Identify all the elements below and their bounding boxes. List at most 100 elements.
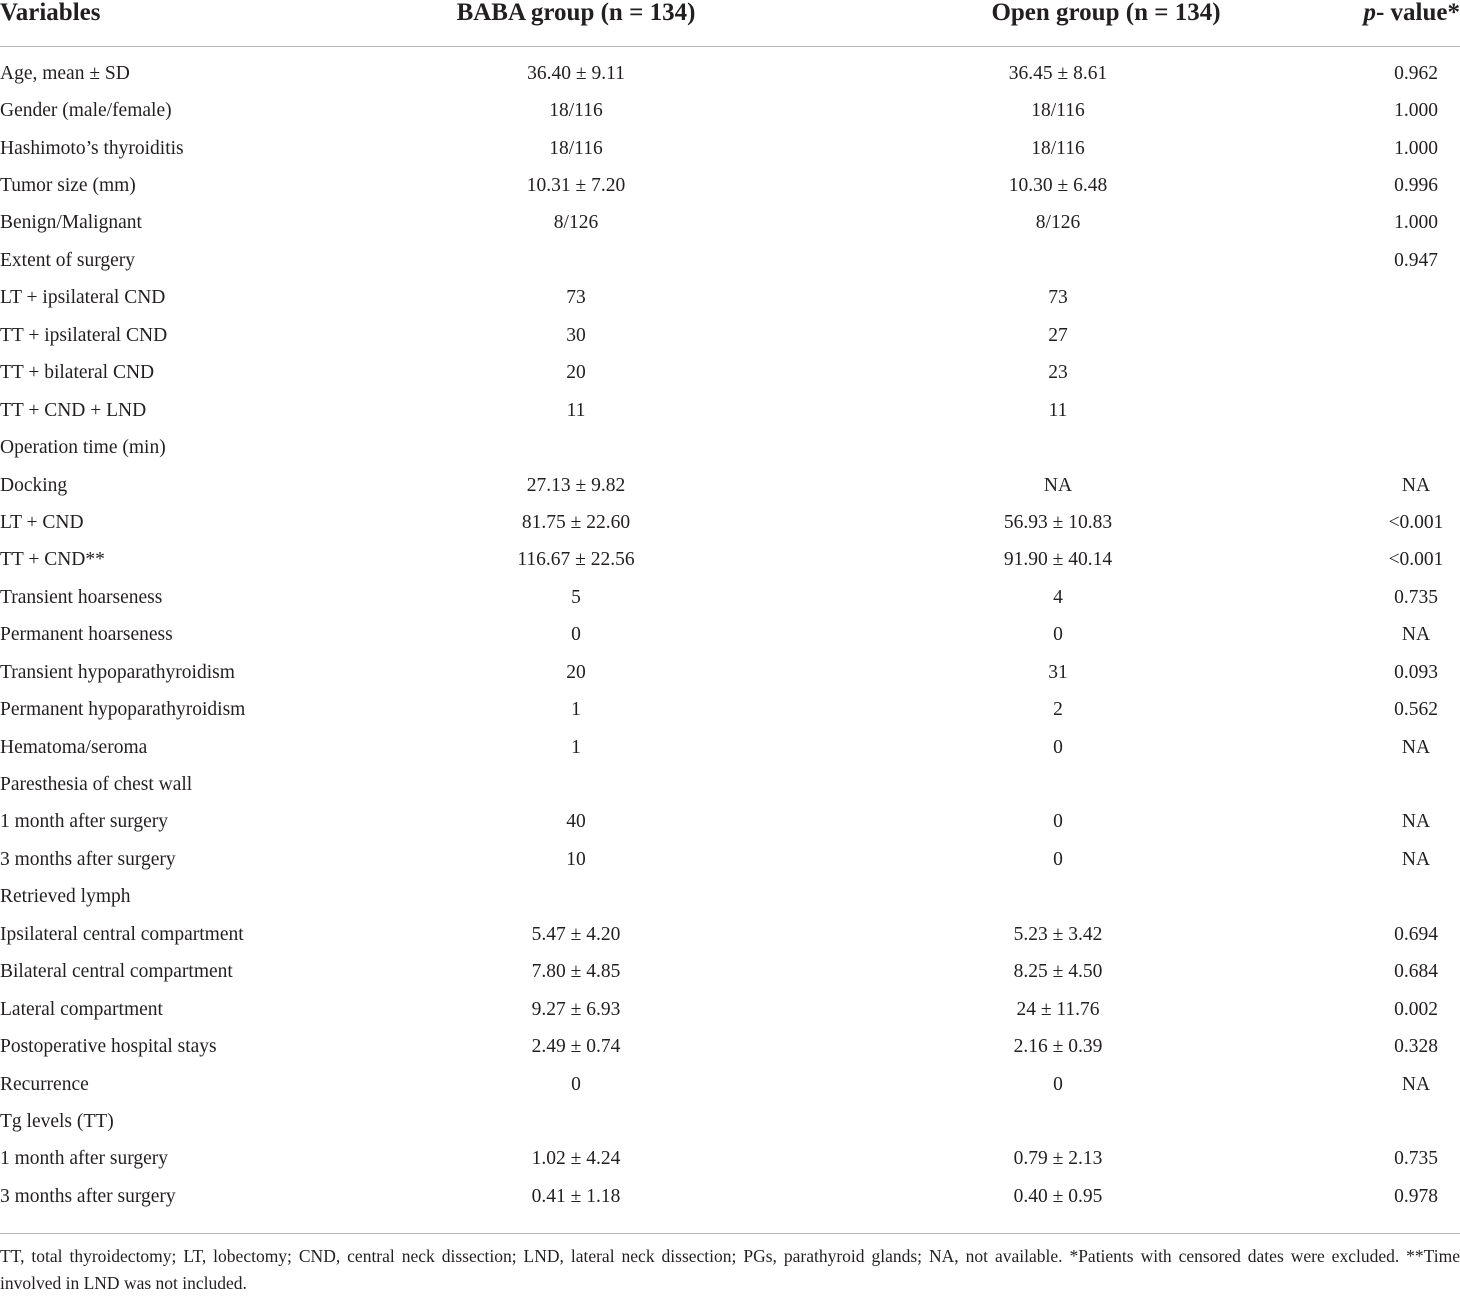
header-p-rest: - value* <box>1375 0 1460 26</box>
cell-variable: Recurrence <box>0 1073 89 1095</box>
cell-baba <box>330 766 822 803</box>
cell-p-value: NA <box>1401 474 1431 496</box>
cell-open: 56.93 ± 10.83 <box>1003 511 1113 533</box>
table-row: TT + CND + LND 11 11 <box>0 392 1460 429</box>
table-row: 3 months after surgery 10 0 NA <box>0 841 1460 878</box>
cell-baba: 10.31 ± 7.20 <box>526 175 626 197</box>
cell-open: 36.45 ± 8.61 <box>1008 62 1108 84</box>
cell-variable: Transient hypoparathyroidism <box>0 661 235 683</box>
table-row: Lateral compartment 9.27 ± 6.93 24 ± 11.76… <box>0 991 1460 1028</box>
results-table: Variables BABA group (n = 134) Open grou… <box>0 0 1460 1207</box>
cell-open: 31 <box>1048 661 1068 683</box>
cell-open: 24 ± 11.76 <box>1016 998 1100 1020</box>
cell-variable: LT + CND <box>0 511 84 533</box>
cell-p-value: 0.328 <box>1394 1036 1438 1058</box>
cell-p-value <box>1294 317 1460 354</box>
cell-variable: Docking <box>0 474 68 496</box>
table-row: Retrieved lymph <box>0 879 1460 916</box>
cell-variable: Postoperative hospital stays <box>0 1036 217 1058</box>
cell-open: 2.16 ± 0.39 <box>1013 1036 1103 1058</box>
cell-baba: 8/126 <box>553 212 599 234</box>
cell-open: 0.79 ± 2.13 <box>1013 1148 1103 1170</box>
cell-baba: 18/116 <box>549 100 603 122</box>
cell-p-value: 0.694 <box>1394 923 1438 945</box>
cell-baba: 81.75 ± 22.60 <box>521 511 631 533</box>
cell-baba: 0 <box>571 624 581 646</box>
cell-p-value <box>1294 879 1460 916</box>
cell-open: 10.30 ± 6.48 <box>1008 175 1108 197</box>
cell-open: 0 <box>1053 811 1063 833</box>
cell-open: 0 <box>1053 624 1063 646</box>
cell-open <box>822 242 1294 279</box>
cell-variable: TT + bilateral CND <box>0 362 155 384</box>
cell-baba: 73 <box>566 287 586 309</box>
cell-baba <box>330 429 822 466</box>
cell-baba: 116.67 ± 22.56 <box>517 549 635 571</box>
cell-p-value: NA <box>1401 736 1431 758</box>
cell-open: 0.40 ± 0.95 <box>1013 1185 1103 1207</box>
cell-variable: 3 months after surgery <box>0 848 176 870</box>
cell-baba: 1 <box>571 736 581 758</box>
cell-open: 8.25 ± 4.50 <box>1013 961 1103 983</box>
table-bottom-rule <box>0 1233 1460 1234</box>
cell-variable: Transient hoarseness <box>0 586 163 608</box>
table-row: TT + bilateral CND 20 23 <box>0 355 1460 392</box>
cell-p-value <box>1294 1103 1460 1140</box>
cell-open: 2 <box>1053 699 1063 721</box>
cell-variable: Lateral compartment <box>0 998 163 1020</box>
cell-baba: 0.41 ± 1.18 <box>531 1185 621 1207</box>
cell-open: 18/116 <box>1031 100 1085 122</box>
table-row: Bilateral central compartment 7.80 ± 4.85… <box>0 954 1460 991</box>
cell-p-value: 0.978 <box>1394 1185 1438 1207</box>
cell-open: 18/116 <box>1031 137 1085 159</box>
cell-variable: Gender (male/female) <box>0 100 172 122</box>
cell-baba: 2.49 ± 0.74 <box>531 1036 621 1058</box>
cell-baba: 7.80 ± 4.85 <box>531 961 621 983</box>
cell-variable: Ipsilateral central compartment <box>0 923 244 945</box>
header-p-value: p- value* <box>1294 0 1460 47</box>
table-row: Benign/Malignant 8/126 8/126 1.000 <box>0 205 1460 242</box>
cell-baba: 11 <box>566 399 586 421</box>
table-row: Operation time (min) <box>0 429 1460 466</box>
cell-p-value: 0.947 <box>1394 249 1438 271</box>
cell-p-value: 0.002 <box>1394 998 1438 1020</box>
cell-open: 8/126 <box>1035 212 1081 234</box>
cell-open: 11 <box>1048 399 1068 421</box>
cell-variable: Extent of surgery <box>0 249 136 271</box>
table-header-row: Variables BABA group (n = 134) Open grou… <box>0 0 1460 47</box>
table-row: Extent of surgery 0.947 <box>0 242 1460 279</box>
cell-p-value <box>1294 766 1460 803</box>
cell-variable: LT + ipsilateral CND <box>0 287 166 309</box>
cell-open: 0 <box>1053 848 1063 870</box>
cell-baba: 1.02 ± 4.24 <box>531 1148 621 1170</box>
cell-variable: Age, mean ± SD <box>0 62 130 84</box>
table-row: Docking 27.13 ± 9.82 NA NA <box>0 467 1460 504</box>
table-row: LT + ipsilateral CND 73 73 <box>0 280 1460 317</box>
cell-variable: Hashimoto’s thyroiditis <box>0 137 184 159</box>
table-row: LT + CND 81.75 ± 22.60 56.93 ± 10.83 <0.001 <box>0 504 1460 541</box>
cell-variable: TT + CND** <box>0 549 105 571</box>
table-row: Transient hoarseness 5 4 0.735 <box>0 579 1460 616</box>
table-row: TT + CND** 116.67 ± 22.56 91.90 ± 40.14 <0.… <box>0 542 1460 579</box>
table-row: Permanent hypoparathyroidism 1 2 0.562 <box>0 691 1460 728</box>
cell-variable: 3 months after surgery <box>0 1185 176 1207</box>
cell-p-value: 0.735 <box>1394 1148 1438 1170</box>
cell-open: 0 <box>1053 736 1063 758</box>
cell-open: 4 <box>1053 586 1063 608</box>
cell-p-value <box>1294 280 1460 317</box>
table-row: 1 month after surgery 1.02 ± 4.24 0.79 ± 2… <box>0 1141 1460 1178</box>
header-baba-group: BABA group (n = 134) <box>330 0 822 47</box>
results-table-container: Variables BABA group (n = 134) Open grou… <box>0 0 1460 1207</box>
cell-baba: 10 <box>566 848 586 870</box>
cell-baba: 1 <box>571 699 581 721</box>
table-row: Postoperative hospital stays 2.49 ± 0.74 2… <box>0 1028 1460 1065</box>
table-row: Tg levels (TT) <box>0 1103 1460 1140</box>
cell-p-value: NA <box>1401 624 1431 646</box>
table-row: Gender (male/female) 18/116 18/116 1.000 <box>0 92 1460 129</box>
cell-variable: Bilateral central compartment <box>0 961 233 983</box>
cell-p-value: 1.000 <box>1394 212 1438 234</box>
cell-p-value <box>1294 392 1460 429</box>
cell-variable: Permanent hypoparathyroidism <box>0 699 246 721</box>
cell-variable: Retrieved lymph <box>0 886 131 908</box>
table-row: Hashimoto’s thyroiditis 18/116 18/116 1.000 <box>0 130 1460 167</box>
